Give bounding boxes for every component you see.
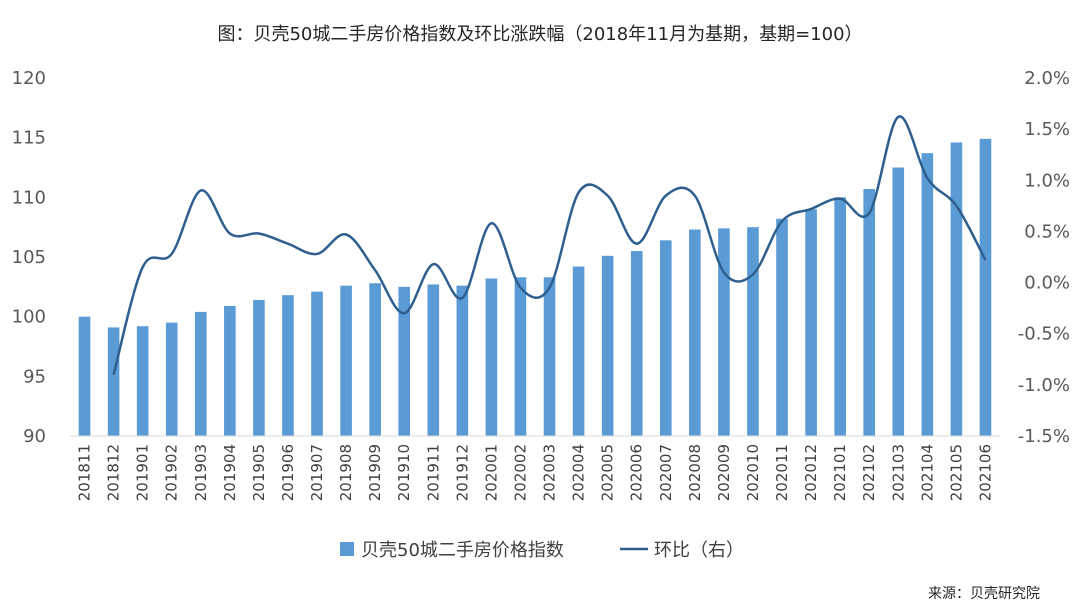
- y-right-tick-label: -0.5%: [1018, 324, 1070, 345]
- bar: [630, 251, 643, 436]
- y-left-tick-label: 105: [12, 247, 46, 268]
- x-tick-label: 201909: [366, 444, 384, 501]
- line-series-path: [112, 115, 987, 375]
- x-tick-label: 201905: [250, 444, 268, 501]
- bar: [921, 153, 934, 436]
- x-tick-label: 201812: [105, 444, 123, 501]
- y-left-tick-label: 110: [12, 187, 46, 208]
- x-tick-label: 201901: [134, 444, 152, 501]
- source-note: 来源：贝壳研究院: [928, 585, 1040, 602]
- y-left-tick-label: 120: [12, 68, 46, 89]
- x-tick-label: 202007: [657, 444, 675, 501]
- y-right-tick-label: 1.5%: [1024, 119, 1070, 140]
- x-tick-label: 201904: [221, 444, 239, 501]
- x-tick-label: 202011: [773, 444, 791, 501]
- y-left-tick-label: 90: [23, 426, 46, 447]
- bar: [369, 283, 381, 436]
- bar: [572, 266, 585, 436]
- y-right-tick-label: 1.0%: [1024, 170, 1070, 191]
- bar: [165, 322, 178, 436]
- bar: [659, 240, 672, 436]
- bar: [136, 326, 149, 436]
- y-axis-left: 90 95 100 105 110 115 120: [12, 68, 46, 447]
- x-tick-label: 201902: [163, 444, 181, 501]
- bar: [78, 316, 91, 436]
- x-tick-label: 201906: [279, 444, 297, 501]
- bar: [107, 327, 120, 436]
- x-tick-label: 202004: [570, 444, 588, 501]
- y-left-tick-label: 100: [12, 307, 46, 328]
- y-right-tick-label: 2.0%: [1024, 68, 1070, 89]
- x-tick-label: 202008: [686, 444, 704, 501]
- bar: [892, 167, 905, 436]
- x-tick-label: 201910: [395, 444, 413, 501]
- x-tick-label: 201908: [337, 444, 355, 501]
- y-left-tick-label: 115: [12, 128, 46, 149]
- y-right-tick-label: 0.5%: [1024, 221, 1070, 242]
- x-tick-label: 202103: [889, 444, 907, 501]
- x-tick-label: 202009: [715, 444, 733, 501]
- x-tick-label: 201907: [308, 444, 326, 501]
- legend-line-label: 环比（右）: [654, 540, 744, 561]
- x-tick-label: 202104: [918, 444, 936, 501]
- y-right-tick-label: 0.0%: [1024, 273, 1070, 294]
- bar: [834, 197, 846, 436]
- bar: [398, 286, 411, 436]
- x-tick-label: 201911: [424, 444, 442, 501]
- x-tick-label: 202102: [860, 444, 878, 501]
- x-tick-label: 201811: [76, 444, 94, 501]
- x-tick-label: 202105: [947, 444, 965, 501]
- x-axis: 201811 201812 201901 201902 201903 201904 2019…: [76, 444, 995, 501]
- bar: [805, 209, 817, 436]
- x-tick-label: 202006: [628, 444, 646, 501]
- x-tick-label: 202001: [482, 444, 500, 501]
- bar: [224, 305, 236, 436]
- y-axis-right: -1.5% -1.0% -0.5% 0.0% 0.5% 1.0% 1.5% 2.0%: [1018, 68, 1070, 447]
- legend: 贝壳50城二手房价格指数 环比（右）: [340, 540, 744, 561]
- bar: [950, 142, 963, 436]
- bar: [485, 278, 498, 436]
- bar: [253, 299, 265, 436]
- bar: [311, 291, 323, 436]
- bar: [340, 285, 352, 436]
- x-tick-label: 202106: [976, 444, 994, 501]
- bar: [543, 277, 556, 436]
- x-tick-label: 201912: [453, 444, 471, 501]
- bar: [601, 255, 614, 436]
- bar: [979, 138, 992, 437]
- bar: [689, 229, 701, 436]
- bar: [718, 228, 730, 436]
- chart-title: 图：贝壳50城二手房价格指数及环比涨跌幅（2018年11月为基期，基期=100）: [217, 24, 862, 45]
- bar: [456, 285, 469, 436]
- y-right-tick-label: -1.5%: [1018, 426, 1070, 447]
- y-left-tick-label: 95: [23, 366, 46, 387]
- x-tick-label: 202012: [802, 444, 820, 501]
- bar: [514, 277, 527, 436]
- x-tick-label: 202002: [511, 444, 529, 501]
- x-tick-label: 202003: [541, 444, 559, 501]
- x-tick-label: 202010: [744, 444, 762, 501]
- x-tick-label: 201903: [192, 444, 210, 501]
- bar: [194, 311, 207, 436]
- bar: [863, 188, 876, 436]
- bar: [427, 284, 440, 436]
- x-tick-label: 202005: [599, 444, 617, 501]
- bar-series: [78, 138, 992, 437]
- bar: [282, 295, 294, 436]
- legend-bar-label: 贝壳50城二手房价格指数: [361, 540, 564, 561]
- legend-bar-swatch: [340, 542, 354, 556]
- bar: [747, 227, 759, 436]
- bar: [776, 218, 788, 436]
- x-tick-label: 202101: [831, 444, 849, 501]
- y-right-tick-label: -1.0%: [1018, 375, 1070, 396]
